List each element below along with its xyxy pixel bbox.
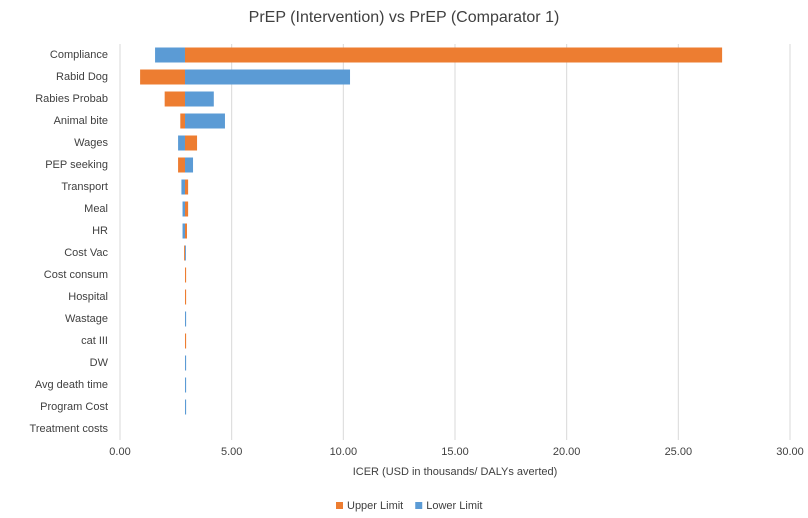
y-tick-label: Avg death time	[35, 379, 108, 391]
bar	[184, 399, 187, 415]
bar	[184, 223, 187, 239]
x-tick-label: 30.00	[776, 446, 804, 458]
x-tick-label: 25.00	[665, 446, 693, 458]
chart-title: PrEP (Intervention) vs PrEP (Comparator …	[249, 9, 560, 26]
bar	[184, 91, 214, 107]
bar	[184, 69, 351, 85]
y-tick-label: Transport	[61, 181, 108, 193]
bar	[184, 135, 198, 151]
bar	[178, 135, 185, 151]
legend-label: Upper Limit	[347, 500, 403, 512]
x-axis-label: ICER (USD in thousands/ DALYs averted)	[353, 466, 558, 478]
y-tick-label: Wages	[74, 137, 108, 149]
bar	[184, 113, 225, 129]
bar	[164, 91, 185, 107]
bar	[181, 179, 185, 195]
y-tick-label: Rabies Probab	[35, 93, 108, 105]
y-tick-label: Rabid Dog	[56, 71, 108, 83]
y-tick-label: Compliance	[50, 49, 108, 61]
legend-swatch	[336, 502, 343, 509]
bar	[180, 113, 185, 129]
bar	[184, 47, 723, 63]
bar	[184, 201, 189, 217]
bar	[184, 355, 187, 371]
x-tick-label: 15.00	[441, 446, 469, 458]
y-tick-label: cat III	[81, 335, 108, 347]
y-tick-label: Wastage	[65, 313, 108, 325]
bar	[182, 223, 185, 239]
y-tick-label: DW	[90, 357, 109, 369]
bar	[184, 289, 187, 305]
bar	[184, 267, 187, 283]
bar	[155, 47, 185, 63]
y-tick-label: PEP seeking	[45, 159, 108, 171]
y-tick-label: HR	[92, 225, 108, 237]
bar	[184, 333, 187, 349]
bar	[178, 157, 185, 173]
y-tick-label: Animal bite	[54, 115, 108, 127]
y-tick-label: Program Cost	[40, 401, 108, 413]
bar	[184, 311, 187, 327]
x-tick-label: 0.00	[109, 446, 130, 458]
y-tick-label: Cost consum	[44, 269, 108, 281]
y-tick-label: Treatment costs	[30, 423, 109, 435]
x-tick-label: 10.00	[330, 446, 358, 458]
x-tick-label: 20.00	[553, 446, 581, 458]
y-tick-label: Hospital	[68, 291, 108, 303]
bar	[182, 201, 185, 217]
bar	[184, 179, 189, 195]
y-tick-label: Cost Vac	[64, 247, 108, 259]
bar	[140, 69, 185, 85]
legend-label: Lower Limit	[426, 500, 482, 512]
bar	[184, 245, 186, 261]
bar	[184, 157, 194, 173]
bar	[184, 377, 187, 393]
bar	[184, 245, 185, 261]
y-tick-label: Meal	[84, 203, 108, 215]
legend-swatch	[415, 502, 423, 509]
x-tick-label: 5.00	[221, 446, 242, 458]
